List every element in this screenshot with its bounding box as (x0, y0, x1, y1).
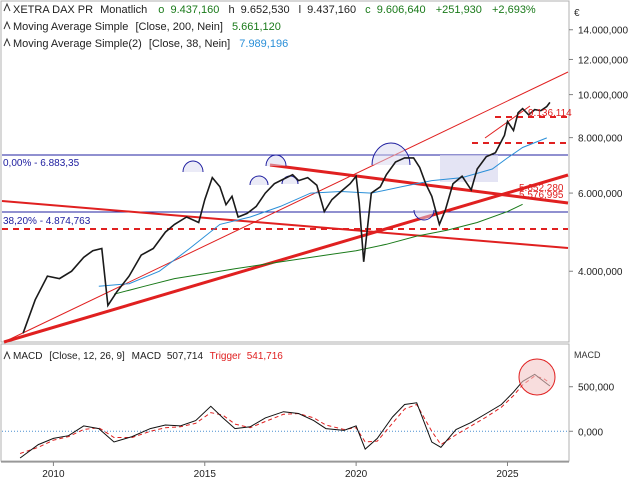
macd-tick-label: 500,000 (578, 383, 615, 394)
price-tick-label: 10.000,000 (578, 91, 628, 102)
bottom-arc (413, 209, 435, 221)
x-tick-label: 2020 (345, 469, 368, 480)
top-arc (265, 154, 287, 167)
pattern-arcs (182, 142, 435, 221)
trend-line-support (3, 173, 569, 344)
trend-line-upper-channel (3, 71, 569, 343)
ma200-series (113, 203, 523, 295)
trend-line-resistance (269, 163, 569, 205)
chart-header: XETRA DAX PR Monatlich o 9.437,160 h 9.6… (3, 2, 536, 50)
fib-level-382-label: 38,20% - 4.874,763 (3, 216, 91, 227)
macd-highlight-circle (518, 358, 556, 396)
price-panel (0, 0, 570, 343)
dashed-levels (2, 116, 568, 230)
x-tick-label: 2010 (42, 469, 65, 480)
indicator-ma200-label: Moving Average Simple [Close, 200, Nein]… (13, 21, 281, 33)
macd-line (19, 373, 551, 459)
top-arc (249, 175, 269, 186)
chevron-up-icon (3, 2, 11, 12)
ma200-line (113, 203, 523, 295)
chevron-up-icon (3, 350, 11, 360)
price-marker-label: 5.576,995 (519, 190, 564, 201)
price-line (22, 101, 551, 334)
price-tick-label: 8.000,000 (578, 134, 623, 145)
macd-series (2, 373, 568, 459)
x-axis: 2010 2015 2020 2025 (42, 462, 519, 480)
indicator-ma38-label: Moving Average Simple(2) [Close, 38, Nei… (13, 38, 288, 50)
x-tick-label: 2015 (194, 469, 217, 480)
price-series (22, 101, 551, 334)
chevron-up-icon (3, 37, 11, 47)
x-tick-label: 2025 (496, 469, 519, 480)
price-tick-label: 4.000,000 (578, 267, 623, 278)
trend-line-lower (1, 200, 569, 249)
fib-level-0-label: 0,00% - 6.883,35 (3, 158, 80, 169)
price-tick-label: 6.000,000 (578, 189, 623, 200)
highlight-zone (440, 155, 498, 182)
currency-symbol: € (574, 8, 580, 19)
macd-axis-label: MACD (574, 350, 601, 360)
trend-lines (1, 71, 569, 344)
macd-tick-label: 0,000 (578, 427, 603, 438)
chevron-up-icon (3, 20, 11, 30)
price-axis: 14.000,000 12.000,000 10.000,000 8.000,000 6… (569, 26, 628, 278)
price-marker-label: 5.652,280 (519, 183, 564, 194)
price-marker-label: 9.136,114 (528, 108, 572, 119)
macd-header: MACD [Close, 12, 26, 9] MACD 507,714 Tri… (13, 351, 283, 362)
instrument-name: XETRA DAX PR Monatlich o 9.437,160 h 9.6… (13, 4, 536, 16)
macd-panel (0, 343, 570, 462)
price-tick-label: 14.000,000 (578, 26, 628, 37)
top-arc (182, 160, 204, 173)
price-markers: 9.136,114 5.652,280 5.576,995 (519, 108, 572, 201)
macd-axis: 500,000 0,000 (569, 383, 615, 438)
price-tick-label: 12.000,000 (578, 55, 628, 66)
macd-trigger-line (19, 375, 551, 454)
